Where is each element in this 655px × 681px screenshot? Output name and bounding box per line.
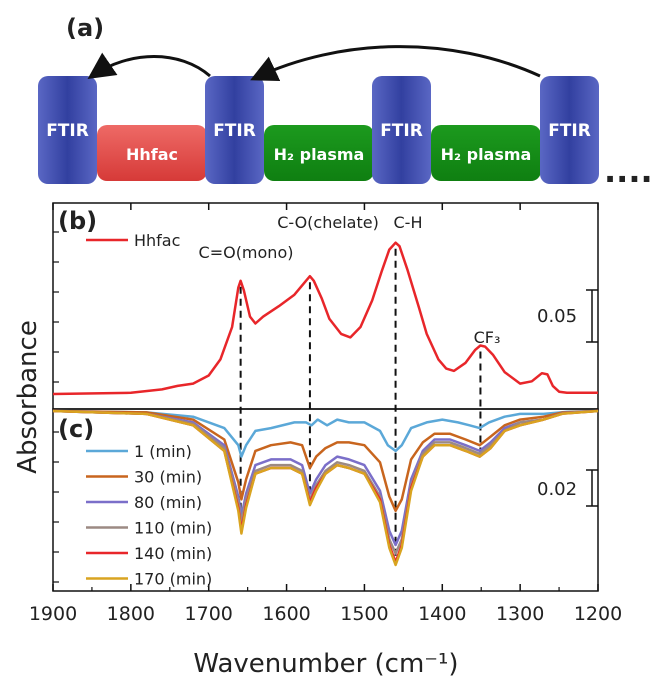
process-step-label: H₂ plasma	[274, 145, 365, 164]
scale-bar-b-label: 0.05	[537, 306, 577, 327]
x-axis-label: Wavenumber (cm⁻¹)	[193, 649, 458, 679]
process-step-plasma: H₂ plasma	[431, 125, 541, 181]
process-step-ftir: FTIR	[372, 76, 431, 184]
process-step-ftir: FTIR	[540, 76, 599, 184]
process-diagram: FTIR Hhfac FTIR H₂ plasma FTIR H₂ plasma FTIR	[38, 76, 599, 184]
panel-a-label: (a)	[66, 14, 104, 42]
continuation-ellipsis: ....	[604, 152, 653, 190]
y-axis-label: Absorbance	[13, 320, 43, 474]
process-step-ftir: FTIR	[205, 76, 264, 184]
panel-c-label: (c)	[58, 415, 94, 443]
peak-annotation: C=O(mono)	[199, 243, 294, 262]
peak-annotation: C-O(chelate)	[277, 213, 379, 232]
panel-b-label: (b)	[58, 207, 97, 235]
legend-label: 140 (min)	[134, 544, 212, 563]
legend-label: 1 (min)	[134, 442, 192, 461]
legend-label: 80 (min)	[134, 493, 202, 512]
series-line-hhfac	[52, 241, 598, 396]
series-line-5	[52, 409, 599, 567]
legend-b: Hhfac	[86, 231, 180, 250]
x-tick-label: 1300	[496, 603, 544, 625]
peak-guide-lines	[239, 248, 482, 565]
process-step-label: H₂ plasma	[441, 145, 532, 164]
scale-bar-b: 0.05	[537, 289, 598, 343]
process-step-label: FTIR	[548, 121, 591, 141]
cycle-arrow-2	[250, 45, 541, 82]
scale-bar-c: 0.02	[537, 469, 598, 507]
series-line-4	[52, 409, 599, 564]
x-tick-label: 1600	[262, 603, 310, 625]
process-step-label: Hhfac	[126, 145, 178, 164]
process-step-label: FTIR	[380, 121, 423, 141]
x-tick-label: 1200	[574, 603, 622, 625]
legend-c: 1 (min) 30 (min) 80 (min) 110 (min) 140 (min…	[86, 442, 212, 589]
process-step-label: FTIR	[213, 121, 256, 141]
process-step-dose: Hhfac	[97, 125, 207, 181]
series-line-0	[52, 409, 599, 458]
x-tick-label: 1400	[418, 603, 466, 625]
x-axis-ticks: 1900 1800 1700 1600 1500 1400 1300 1200	[29, 203, 622, 625]
scale-bar-c-label: 0.02	[537, 479, 577, 500]
series-line-3	[52, 409, 599, 555]
legend-label: Hhfac	[134, 231, 180, 250]
x-tick-label: 1700	[185, 603, 233, 625]
x-tick-label: 1800	[107, 603, 155, 625]
legend-label: 170 (min)	[134, 570, 212, 589]
cycle-arrow-1	[87, 52, 211, 80]
process-step-ftir: FTIR	[38, 76, 97, 184]
peak-annotation: C-H	[394, 213, 423, 232]
x-tick-label: 1500	[340, 603, 388, 625]
series-line-1	[52, 409, 599, 513]
peak-annotations: C=O(mono) C-O(chelate) C-H CF₃	[199, 213, 501, 347]
legend-label: 30 (min)	[134, 468, 202, 487]
process-step-plasma: H₂ plasma	[264, 125, 374, 181]
panel-c-series	[52, 409, 599, 567]
peak-annotation: CF₃	[474, 328, 501, 347]
panel-b-series	[52, 241, 598, 396]
legend-label: 110 (min)	[134, 519, 212, 538]
x-tick-label: 1900	[29, 603, 77, 625]
process-step-label: FTIR	[46, 121, 89, 141]
